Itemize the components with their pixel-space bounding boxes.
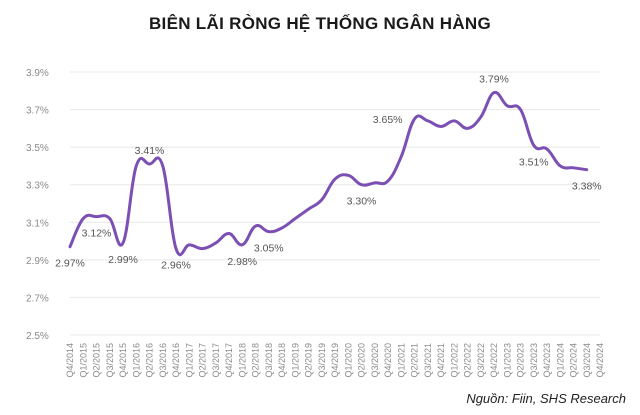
series-line-group [68, 90, 589, 257]
data-label: 3.51% [519, 156, 549, 168]
x-tick-label: Q1/2019 [290, 343, 300, 378]
x-tick-label: Q4/2024 [595, 343, 605, 378]
x-tick-label: Q4/2016 [171, 343, 181, 378]
x-tick-label: Q4/2015 [118, 343, 128, 378]
data-label: 2.97% [55, 258, 85, 270]
gridlines [70, 71, 600, 336]
x-tick-label: Q3/2022 [476, 343, 486, 378]
x-tick-label: Q2/2017 [198, 343, 208, 378]
x-tick-label: Q2/2016 [145, 343, 155, 378]
data-label: 3.12% [82, 228, 112, 240]
x-tick-label: Q2/2019 [304, 343, 314, 378]
x-tick-label: Q2/2015 [92, 343, 102, 378]
x-tick-label: Q4/2022 [489, 343, 499, 378]
x-tick-label: Q4/2020 [383, 343, 393, 378]
x-tick-label: Q1/2020 [343, 343, 353, 378]
x-tick-label: Q2/2018 [251, 343, 261, 378]
x-tick-label: Q1/2021 [396, 343, 406, 378]
y-tick-label: 2.7% [26, 293, 49, 304]
x-tick-label: Q1/2023 [502, 343, 512, 378]
x-tick-label: Q4/2019 [330, 343, 340, 378]
x-axis: Q4/2014 Q1/2015 Q2/2015 Q3/2015 Q4/2015 Q1/20… [65, 343, 605, 378]
x-tick-label: Q4/2014 [65, 343, 75, 378]
y-tick-label: 3.7% [26, 106, 49, 117]
x-tick-label: Q3/2016 [158, 343, 168, 378]
y-tick-label: 3.1% [26, 218, 49, 229]
x-tick-label: Q4/2017 [224, 343, 234, 378]
x-tick-label: Q3/2020 [370, 343, 380, 378]
y-tick-label: 2.5% [26, 331, 49, 342]
data-label: 2.99% [108, 254, 138, 266]
data-label: 3.65% [373, 114, 403, 126]
chart-title: BIÊN LÃI RÒNG HỆ THỐNG NGÂN HÀNG [148, 14, 492, 33]
x-tick-label: Q1/2017 [184, 343, 194, 378]
data-label: 2.98% [227, 256, 257, 268]
data-label: 3.05% [254, 243, 284, 255]
source-note: Nguồn: Fiin, SHS Research [466, 391, 626, 406]
x-tick-label: Q1/2022 [449, 343, 459, 378]
x-tick-label: Q3/2019 [317, 343, 327, 378]
x-tick-label: Q2/2023 [516, 343, 526, 378]
x-tick-label: Q1/2015 [78, 343, 88, 378]
data-label: 3.41% [135, 145, 165, 157]
x-tick-label: Q3/2024 [582, 343, 592, 378]
x-tick-label: Q1/2016 [131, 343, 141, 378]
x-tick-label: Q2/2021 [410, 343, 420, 378]
y-axis: 2.5% 2.7% 2.9% 3.1% 3.3% 3.5% 3.7% 3.9% [26, 68, 49, 342]
y-tick-label: 2.9% [26, 256, 49, 267]
series-line [68, 90, 589, 257]
x-tick-label: Q2/2022 [463, 343, 473, 378]
data-label: 3.30% [347, 196, 377, 208]
x-tick-label: Q4/2018 [277, 343, 287, 378]
x-tick-label: Q4/2021 [436, 343, 446, 378]
x-tick-label: Q1/2024 [555, 343, 565, 378]
x-tick-label: Q3/2023 [529, 343, 539, 378]
y-tick-label: 3.5% [26, 143, 49, 154]
data-label: 3.38% [572, 181, 602, 193]
x-tick-label: Q4/2023 [542, 343, 552, 378]
data-label: 3.79% [479, 74, 509, 86]
x-tick-label: Q2/2024 [569, 343, 579, 378]
x-tick-label: Q2/2020 [357, 343, 367, 378]
y-tick-label: 3.9% [26, 68, 49, 79]
x-tick-label: Q3/2018 [264, 343, 274, 378]
y-tick-label: 3.3% [26, 181, 49, 192]
data-labels: 2.97% 3.12% 2.99% 3.41% 2.96% 2.98%3.05% 3.30%… [55, 74, 602, 272]
data-label: 2.96% [161, 260, 191, 272]
x-tick-label: Q1/2018 [237, 343, 247, 378]
x-tick-label: Q3/2021 [423, 343, 433, 378]
x-tick-label: Q3/2015 [105, 343, 115, 378]
x-tick-label: Q3/2017 [211, 343, 221, 378]
